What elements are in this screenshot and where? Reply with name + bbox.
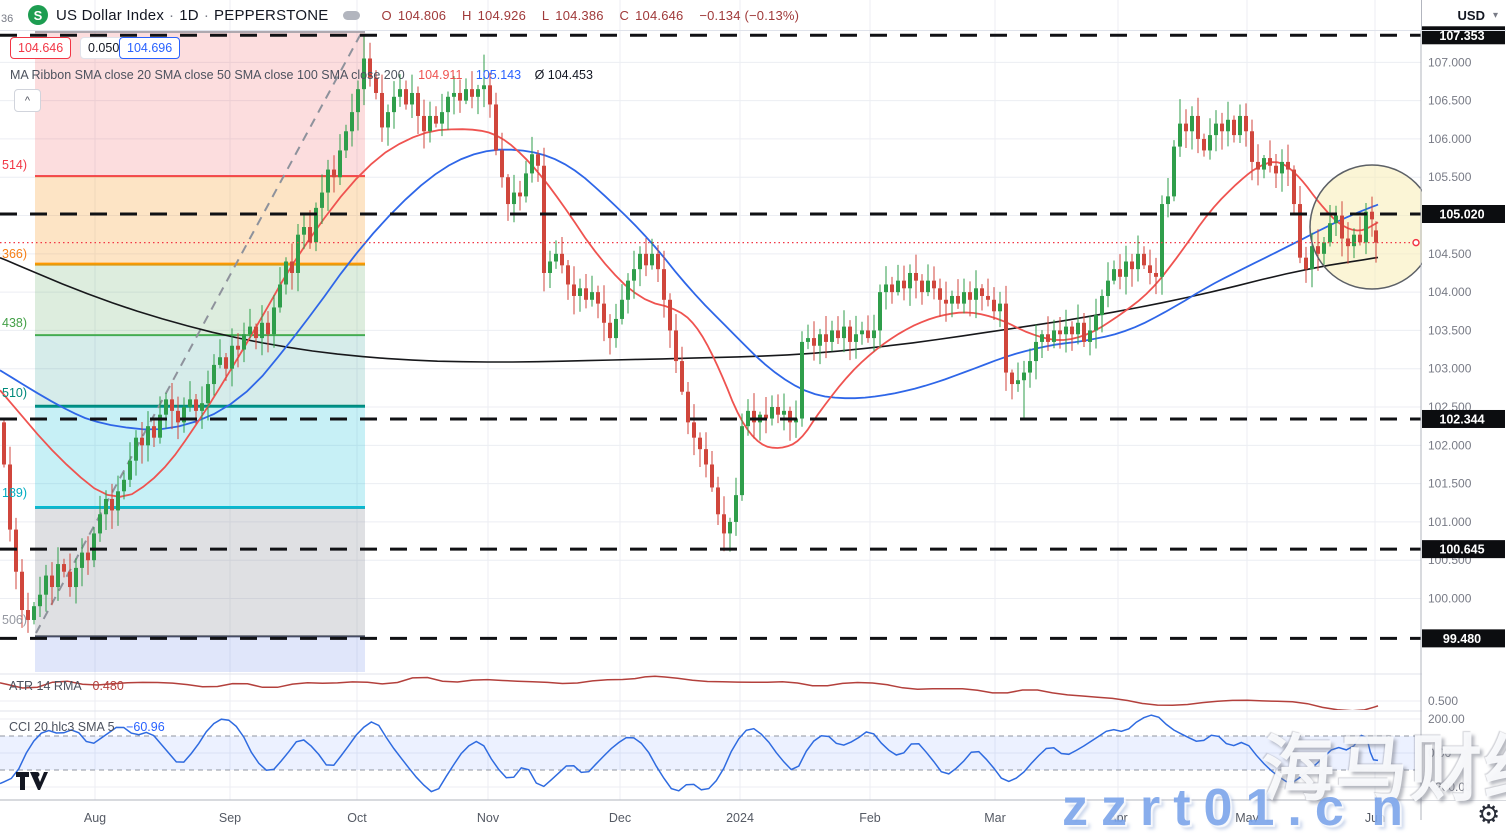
price-axis-label: 104.000 xyxy=(1428,285,1472,299)
sma-average-value: Ø 104.453 xyxy=(534,68,593,82)
level-label-105514: 514) xyxy=(2,158,28,172)
price-axis-label: 103.000 xyxy=(1428,362,1472,376)
left-axis-stub-label: 36 xyxy=(1,13,14,25)
level-price-tag: 105.020 xyxy=(1439,208,1484,222)
buy-price-button[interactable]: 104.696 xyxy=(119,37,181,59)
symbol-marker-pill-icon[interactable] xyxy=(342,10,360,20)
open-value: 104.806 xyxy=(397,7,447,23)
cci-value: −60.96 xyxy=(126,720,165,734)
level-label-101189: 189) xyxy=(2,486,28,500)
price-axis-label: 107.000 xyxy=(1428,55,1472,69)
sma50-value: 105.143 xyxy=(475,68,522,82)
top-toolbar: S US Dollar Index · 1D · PEPPERSTONE O 104.80… xyxy=(0,0,1506,31)
time-axis-label: May xyxy=(1235,811,1259,825)
price-axis-label: 106.000 xyxy=(1428,132,1472,146)
level-price-tag: 100.645 xyxy=(1439,543,1484,557)
spread-value: 0.050 xyxy=(80,37,128,59)
symbol-name: US Dollar Index xyxy=(56,6,165,24)
ma-ribbon-legend[interactable]: MA Ribbon SMA close 20 SMA close 50 SMA … xyxy=(10,68,593,82)
time-axis-label: Oct xyxy=(347,811,367,825)
time-axis-label: Apr xyxy=(1108,811,1127,825)
atr-value: 0.480 xyxy=(92,679,124,693)
price-axis-label: 106.500 xyxy=(1428,94,1472,108)
time-axis-label: Sep xyxy=(219,811,241,825)
gear-icon[interactable]: ⚙ xyxy=(1477,799,1501,829)
time-axis-label: Nov xyxy=(477,811,500,825)
price-axis-label: −200.00 xyxy=(1428,780,1472,794)
price-axis-label: 105.500 xyxy=(1428,170,1472,184)
level-label-103438: 438) xyxy=(2,316,28,330)
tradingview-logo[interactable] xyxy=(16,772,48,792)
time-axis-label: Mar xyxy=(984,811,1006,825)
atr-legend[interactable]: ATR 14 RMA 0.480 xyxy=(9,679,124,693)
high-value: 104.926 xyxy=(477,7,527,23)
level-price-tag: 102.344 xyxy=(1439,412,1484,426)
cci-band xyxy=(0,735,1421,771)
atr-line xyxy=(0,675,1379,710)
level-price-tag: 107.353 xyxy=(1439,29,1484,43)
low-value: 104.386 xyxy=(555,7,604,23)
time-axis-label: Feb xyxy=(859,811,881,825)
time-axis[interactable]: Aug Sep Oct Nov Dec 2024 Feb Mar Apr May Jun xyxy=(84,811,1385,825)
price-axis[interactable]: 100.000100.500101.000101.500102.000102.5… xyxy=(1422,26,1506,800)
price-axis-label: 102.000 xyxy=(1428,438,1472,452)
level-price-tag: 99.480 xyxy=(1443,632,1481,646)
candles-layer xyxy=(2,35,1378,633)
interval-label: 1D xyxy=(179,6,199,24)
chevron-down-icon: ▾ xyxy=(1492,9,1498,21)
close-price-line xyxy=(0,238,1421,247)
pane-separators[interactable] xyxy=(0,30,1506,820)
sma50-line xyxy=(0,148,1379,431)
cci-line xyxy=(0,714,1379,793)
cci-label: CCI 20 hlc3 SMA 5 xyxy=(9,720,115,734)
price-axis-label: 101.000 xyxy=(1428,515,1472,529)
price-axis-label: 0.500 xyxy=(1428,694,1458,708)
symbol-logo-icon: S xyxy=(28,5,48,25)
level-label-102510: 510) xyxy=(2,386,28,400)
sma20-line xyxy=(0,128,1379,498)
level-label-104366: 366) xyxy=(2,247,28,261)
price-axis-label: 103.500 xyxy=(1428,323,1472,337)
sell-price-button[interactable]: 104.646 xyxy=(10,37,72,59)
time-axis-label: Aug xyxy=(84,811,106,825)
exchange-label: PEPPERSTONE xyxy=(214,6,329,24)
trendline[interactable] xyxy=(35,31,363,634)
gridlines xyxy=(0,0,1421,800)
change-value: −0.134 (−0.13%) xyxy=(699,7,800,23)
price-axis-label: 101.500 xyxy=(1428,477,1472,491)
price-axis-label: 0.00 xyxy=(1428,746,1452,760)
sma20-value: 104.911 xyxy=(418,68,463,82)
dashed-levels[interactable] xyxy=(0,33,1421,640)
time-axis-label: Dec xyxy=(609,811,631,825)
level-label-99506: 506) xyxy=(2,613,28,627)
time-axis-label: Jun xyxy=(1365,811,1385,825)
atr-label: ATR 14 RMA xyxy=(9,679,82,693)
price-axis-label: 200.00 xyxy=(1428,712,1465,726)
price-axis-label: 100.000 xyxy=(1428,592,1472,606)
currency-dropdown[interactable]: USD ▾ xyxy=(1457,7,1498,23)
close-value: 104.646 xyxy=(635,7,684,23)
toolbar-divider xyxy=(1421,0,1422,30)
price-axis-label: 104.500 xyxy=(1428,247,1472,261)
ma-ribbon-label: MA Ribbon SMA close 20 SMA close 50 SMA … xyxy=(10,68,405,82)
symbol-title[interactable]: US Dollar Index · 1D · PEPPERSTONE xyxy=(56,6,329,24)
time-axis-label: 2024 xyxy=(726,811,754,825)
collapse-legend-button[interactable]: ^ xyxy=(14,89,41,112)
cci-legend[interactable]: CCI 20 hlc3 SMA 5 −60.96 xyxy=(9,720,165,734)
ohlc-readout: O 104.806 H 104.926 L 104.386 C 104.646 −0.1… xyxy=(381,7,800,23)
